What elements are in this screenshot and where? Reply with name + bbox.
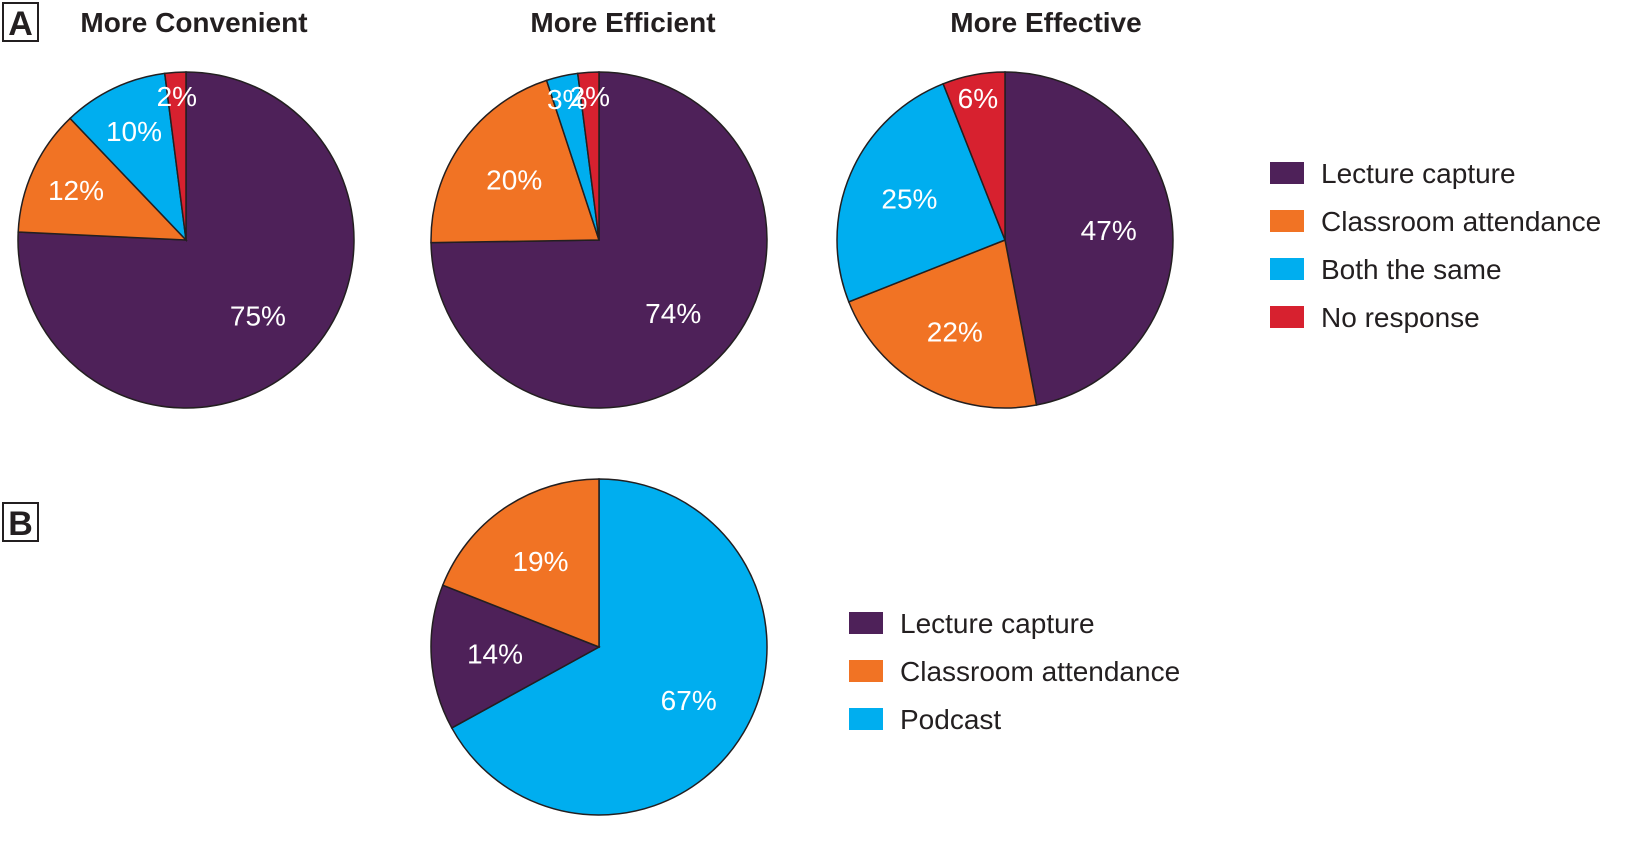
legend-b-swatch-podcast	[849, 708, 883, 730]
pie-slice-classroom-attendance	[441, 478, 600, 649]
pie-more-effective: 47% 22% 25% 6%	[836, 71, 1174, 409]
panel-label-a-text: A	[8, 5, 33, 43]
slice-label-classroom-attendance: 12%	[48, 175, 104, 206]
pie-slice-no-response	[576, 71, 600, 241]
legend-a-swatch-no-response	[1270, 306, 1304, 328]
legend-b-label-podcast: Podcast	[900, 704, 1001, 735]
chart-title-more-convenient: More Convenient	[80, 7, 307, 38]
slice-label-no-response: 2%	[570, 81, 610, 112]
slice-label-lecture-capture: 47%	[1081, 215, 1137, 246]
legend-a-label-classroom-attendance: Classroom attendance	[1321, 206, 1601, 237]
slice-label-classroom-attendance: 22%	[927, 316, 983, 347]
pie-slice-classroom-attendance	[17, 117, 188, 241]
legend-b-swatch-lecture-capture	[849, 612, 883, 634]
slice-label-both-the-same: 10%	[106, 116, 162, 147]
legend-b-swatch-classroom-attendance	[849, 660, 883, 682]
pie-slice-both-the-same	[836, 82, 1006, 303]
legend-a-swatch-both-the-same	[1270, 258, 1304, 280]
legend-a-label-no-response: No response	[1321, 302, 1480, 333]
pie-slice-classroom-attendance	[847, 238, 1038, 409]
legend-a-label-both-the-same: Both the same	[1321, 254, 1502, 285]
pie-more-efficient: 74% 20% 3%2%	[430, 71, 768, 409]
legend-b-label-lecture-capture: Lecture capture	[900, 608, 1095, 639]
pie-slice-podcast	[450, 478, 768, 816]
chart-title-more-effective: More Effective	[950, 7, 1141, 38]
slice-label-podcast: 67%	[661, 685, 717, 716]
legend-a-swatch-classroom-attendance	[1270, 210, 1304, 232]
legend-a-label-lecture-capture: Lecture capture	[1321, 158, 1516, 189]
pie-slice-no-response	[163, 71, 187, 241]
pie-slice-no-response	[942, 71, 1006, 241]
slice-label-classroom-attendance: 19%	[512, 546, 568, 577]
chart-title-more-efficient: More Efficient	[530, 7, 715, 38]
slice-label-both-the-same: 25%	[881, 184, 937, 215]
panel-label-a: A	[2, 2, 39, 43]
panel-label-a-box	[2, 2, 39, 42]
pie-slice-lecture-capture	[17, 71, 355, 409]
pie-slice-lecture-capture	[430, 584, 601, 729]
panel-label-b-text: B	[8, 505, 33, 543]
slice-label-lecture-capture: 14%	[467, 639, 523, 670]
pie-slice-classroom-attendance	[430, 79, 601, 244]
slice-label-lecture-capture: 75%	[230, 300, 286, 331]
pie-panel-b: 67% 14% 19%	[430, 478, 768, 816]
pie-slice-both-the-same	[69, 72, 188, 243]
legend-panel-a: Lecture capture Classroom attendance Both …	[1270, 158, 1601, 333]
panel-label-b: B	[2, 502, 39, 543]
legend-panel-b: Lecture capture Classroom attendance Podca…	[849, 608, 1180, 735]
slice-label-lecture-capture: 74%	[645, 298, 701, 329]
pie-slice-lecture-capture	[430, 71, 768, 409]
slice-label-no-response: 2%	[157, 81, 197, 112]
slice-label-no-response: 6%	[958, 83, 998, 114]
panel-label-b-box	[2, 502, 39, 542]
legend-b-label-classroom-attendance: Classroom attendance	[900, 656, 1180, 687]
pie-more-convenient: 75% 12%10% 2%	[17, 71, 355, 409]
slice-label-classroom-attendance: 20%	[486, 165, 542, 196]
slice-label-both-the-same: 3%	[547, 84, 587, 115]
pie-slice-lecture-capture	[1004, 71, 1174, 406]
legend-a-swatch-lecture-capture	[1270, 162, 1304, 184]
